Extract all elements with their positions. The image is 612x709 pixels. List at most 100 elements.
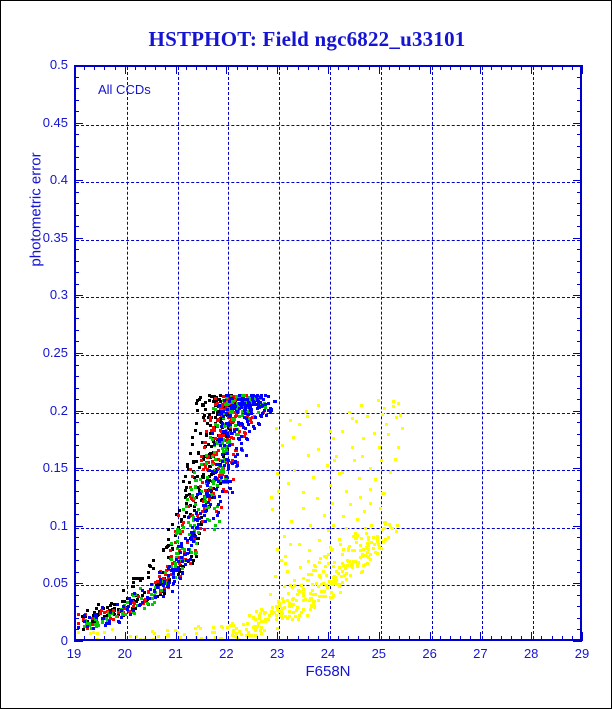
scatter-point xyxy=(259,629,262,632)
x-tick-minor xyxy=(541,636,542,641)
scatter-point xyxy=(230,401,233,404)
scatter-point xyxy=(274,575,277,578)
scatter-point xyxy=(298,543,301,546)
scatter-point xyxy=(191,436,194,439)
x-tick-minor-top xyxy=(267,65,268,70)
scatter-point xyxy=(215,478,218,481)
scatter-point xyxy=(306,415,309,418)
scatter-point xyxy=(190,497,193,500)
scatter-point xyxy=(231,462,234,465)
scatter-point xyxy=(189,504,192,507)
scatter-point xyxy=(298,423,301,426)
scatter-point xyxy=(277,600,280,603)
scatter-point xyxy=(205,492,208,495)
scatter-point xyxy=(201,520,204,523)
scatter-point xyxy=(152,567,155,570)
scatter-point xyxy=(213,443,216,446)
scatter-point xyxy=(342,548,345,551)
scatter-point xyxy=(213,479,216,482)
scatter-point xyxy=(244,427,247,430)
scatter-point xyxy=(181,567,184,570)
scatter-point xyxy=(351,417,354,420)
scatter-point xyxy=(93,611,96,614)
y-tick-minor-right xyxy=(577,77,582,78)
scatter-point xyxy=(174,565,177,568)
scatter-point xyxy=(232,629,235,632)
scatter-point xyxy=(192,516,195,519)
scatter-point xyxy=(172,574,175,577)
scatter-point xyxy=(396,524,399,527)
scatter-point xyxy=(217,503,220,506)
scatter-point xyxy=(293,579,296,582)
scatter-point xyxy=(350,564,353,567)
scatter-point xyxy=(298,614,301,617)
x-tick-major-top xyxy=(277,65,278,74)
scatter-point xyxy=(175,569,178,572)
x-tick-label: 27 xyxy=(473,646,488,661)
scatter-point xyxy=(235,627,238,630)
scatter-point xyxy=(358,477,361,480)
scatter-point xyxy=(156,586,159,589)
scatter-point xyxy=(203,419,206,422)
scatter-point xyxy=(195,632,198,635)
scatter-point xyxy=(218,495,221,498)
scatter-point xyxy=(219,464,222,467)
scatter-point xyxy=(219,444,222,447)
scatter-point xyxy=(227,397,230,400)
scatter-point xyxy=(106,614,109,617)
y-tick-minor xyxy=(74,341,79,342)
scatter-point xyxy=(222,450,225,453)
scatter-point xyxy=(163,587,166,590)
scatter-point xyxy=(233,399,236,402)
scatter-point xyxy=(189,486,192,489)
scatter-point xyxy=(295,609,298,612)
scatter-point xyxy=(198,489,201,492)
grid-line-vertical xyxy=(330,67,331,639)
scatter-point xyxy=(88,616,91,619)
scatter-point xyxy=(365,546,368,549)
scatter-point xyxy=(231,404,234,407)
y-tick-minor-right xyxy=(577,572,582,573)
x-tick-major xyxy=(125,632,126,641)
scatter-point xyxy=(207,443,210,446)
scatter-point xyxy=(129,599,132,602)
scatter-point xyxy=(222,410,225,413)
scatter-point xyxy=(295,599,298,602)
scatter-point xyxy=(221,490,224,493)
scatter-point xyxy=(341,430,344,433)
scatter-point xyxy=(180,518,183,521)
y-tick-minor-right xyxy=(577,203,582,204)
x-tick-minor-top xyxy=(541,65,542,70)
scatter-point xyxy=(229,420,232,423)
x-tick-minor xyxy=(308,636,309,641)
scatter-point xyxy=(344,567,347,570)
scatter-point xyxy=(192,461,195,464)
x-tick-minor-top xyxy=(552,65,553,70)
y-tick-major-right xyxy=(573,641,582,642)
scatter-point xyxy=(340,575,343,578)
grid-layer xyxy=(76,67,580,639)
y-tick-major-right xyxy=(573,411,582,412)
scatter-point xyxy=(176,540,179,543)
scatter-point xyxy=(186,498,189,501)
scatter-point xyxy=(233,407,236,410)
scatter-point xyxy=(372,536,375,539)
scatter-point xyxy=(137,595,140,598)
scatter-point xyxy=(289,584,292,587)
scatter-point xyxy=(228,444,231,447)
scatter-point xyxy=(209,503,212,506)
scatter-point xyxy=(256,407,259,410)
scatter-point xyxy=(290,605,293,608)
y-tick-minor-right xyxy=(577,365,582,366)
scatter-point xyxy=(227,402,230,405)
scatter-point xyxy=(223,399,226,402)
scatter-point xyxy=(83,614,86,617)
scatter-point xyxy=(281,612,284,615)
y-tick-minor xyxy=(74,249,79,250)
scatter-point xyxy=(373,432,376,435)
scatter-point xyxy=(312,569,315,572)
scatter-point xyxy=(193,529,196,532)
scatter-point xyxy=(152,638,155,639)
x-tick-minor xyxy=(196,636,197,641)
grid-line-vertical xyxy=(178,67,179,639)
